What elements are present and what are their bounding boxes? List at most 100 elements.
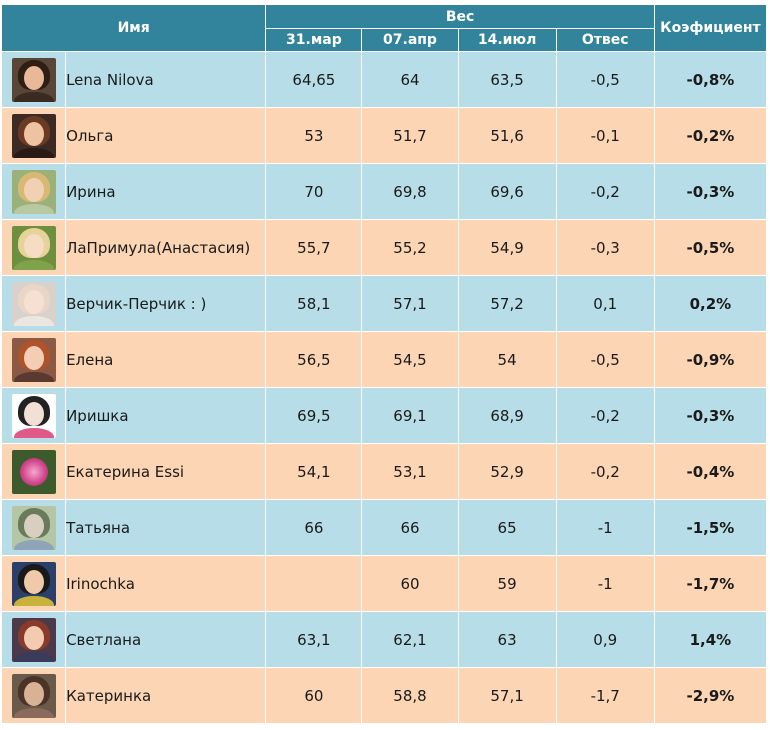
header-difference: Отвес — [555, 28, 655, 52]
weight-difference: -0,2 — [555, 387, 655, 444]
weight-difference: -0,2 — [555, 443, 655, 500]
table-row: Irinochka 60 59 -1 -1,7% — [0, 555, 768, 612]
weight-difference: -1 — [555, 499, 655, 556]
table-row: ЛаПримула(Анастасия) 55,7 55,2 54,9 -0,3 -0,5… — [0, 219, 768, 276]
weight-date-3: 54,9 — [457, 219, 557, 276]
weight-table: Имя Вес Коэфициент 31.мар 07.апр 14.июл … — [0, 4, 768, 724]
header-date-3: 14.июл — [457, 28, 557, 52]
weight-date-2: 66 — [361, 499, 459, 556]
avatar[interactable] — [11, 57, 56, 102]
table-row: Lena Nilova 64,65 64 63,5 -0,5 -0,8% — [0, 51, 768, 108]
rose-icon — [19, 457, 48, 486]
header-date-2: 07.апр — [361, 28, 459, 52]
avatar-shoulders — [13, 203, 54, 214]
avatar[interactable] — [11, 113, 56, 158]
avatar-shoulders — [13, 91, 54, 102]
table-body: Lena Nilova 64,65 64 63,5 -0,5 -0,8% Ольга 53 51… — [0, 51, 768, 724]
avatar-shoulders — [13, 427, 54, 438]
user-name: Елена — [65, 331, 267, 388]
weight-date-3: 69,6 — [457, 163, 557, 220]
table-row: Елена 56,5 54,5 54 -0,5 -0,9% — [0, 331, 768, 388]
avatar-face — [23, 681, 44, 706]
table-header: Имя Вес Коэфициент 31.мар 07.апр 14.июл … — [0, 4, 768, 52]
weight-date-2: 55,2 — [361, 219, 459, 276]
weight-date-1: 53 — [265, 107, 363, 164]
avatar[interactable] — [11, 561, 56, 606]
weight-date-1: 58,1 — [265, 275, 363, 332]
weight-difference: 0,9 — [555, 611, 655, 668]
avatar[interactable] — [11, 281, 56, 326]
avatar-face — [23, 401, 44, 426]
coefficient: -0,5% — [653, 219, 768, 276]
coefficient: -0,3% — [653, 163, 768, 220]
avatar-face — [23, 65, 44, 90]
user-name: Irinochka — [65, 555, 267, 612]
avatar[interactable] — [11, 617, 56, 662]
avatar-cell — [0, 107, 67, 164]
avatar[interactable] — [11, 673, 56, 718]
weight-date-2: 69,1 — [361, 387, 459, 444]
avatar-cell — [0, 387, 67, 444]
table-row: Катеринка 60 58,8 57,1 -1,7 -2,9% — [0, 667, 768, 724]
avatar-cell — [0, 443, 67, 500]
user-name: Иришка — [65, 387, 267, 444]
avatar-face — [23, 513, 44, 538]
avatar[interactable] — [11, 449, 56, 494]
weight-date-1: 64,65 — [265, 51, 363, 108]
user-name: Lena Nilova — [65, 51, 267, 108]
weight-date-3: 52,9 — [457, 443, 557, 500]
weight-date-1: 63,1 — [265, 611, 363, 668]
avatar[interactable] — [11, 393, 56, 438]
weight-date-2: 62,1 — [361, 611, 459, 668]
user-name: Ольга — [65, 107, 267, 164]
avatar-cell — [0, 499, 67, 556]
user-name: Татьяна — [65, 499, 267, 556]
weight-date-2: 60 — [361, 555, 459, 612]
avatar[interactable] — [11, 169, 56, 214]
avatar-shoulders — [13, 539, 54, 550]
weight-date-1: 55,7 — [265, 219, 363, 276]
weight-difference: -0,2 — [555, 163, 655, 220]
coefficient: -0,3% — [653, 387, 768, 444]
coefficient: -0,2% — [653, 107, 768, 164]
weight-date-1: 56,5 — [265, 331, 363, 388]
weight-date-2: 53,1 — [361, 443, 459, 500]
weight-date-1: 66 — [265, 499, 363, 556]
avatar-face — [23, 569, 44, 594]
user-name: Екатерина Essi — [65, 443, 267, 500]
weight-date-1: 60 — [265, 667, 363, 724]
header-coefficient: Коэфициент — [653, 4, 768, 52]
table-row: Верчик-Перчик : ) 58,1 57,1 57,2 0,1 0,2% — [0, 275, 768, 332]
weight-date-2: 69,8 — [361, 163, 459, 220]
weight-difference: -0,5 — [555, 331, 655, 388]
weight-date-3: 65 — [457, 499, 557, 556]
avatar-cell — [0, 667, 67, 724]
user-name: Ирина — [65, 163, 267, 220]
user-name: Светлана — [65, 611, 267, 668]
weight-date-1 — [265, 555, 363, 612]
avatar-cell — [0, 51, 67, 108]
weight-date-3: 54 — [457, 331, 557, 388]
avatar-cell — [0, 219, 67, 276]
header-date-1: 31.мар — [265, 28, 363, 52]
avatar-face — [23, 177, 44, 202]
weight-date-1: 69,5 — [265, 387, 363, 444]
avatar[interactable] — [11, 337, 56, 382]
avatar-face — [23, 121, 44, 146]
avatar[interactable] — [11, 225, 56, 270]
weight-date-3: 57,2 — [457, 275, 557, 332]
weight-difference: -1 — [555, 555, 655, 612]
avatar-shoulders — [13, 315, 54, 326]
avatar-cell — [0, 275, 67, 332]
user-name: Верчик-Перчик : ) — [65, 275, 267, 332]
coefficient: 1,4% — [653, 611, 768, 668]
coefficient: -1,7% — [653, 555, 768, 612]
avatar[interactable] — [11, 505, 56, 550]
weight-difference: -0,1 — [555, 107, 655, 164]
weight-difference: -0,5 — [555, 51, 655, 108]
weight-date-1: 70 — [265, 163, 363, 220]
avatar-shoulders — [13, 147, 54, 158]
avatar-face — [23, 345, 44, 370]
avatar-shoulders — [13, 651, 54, 662]
weight-date-2: 54,5 — [361, 331, 459, 388]
